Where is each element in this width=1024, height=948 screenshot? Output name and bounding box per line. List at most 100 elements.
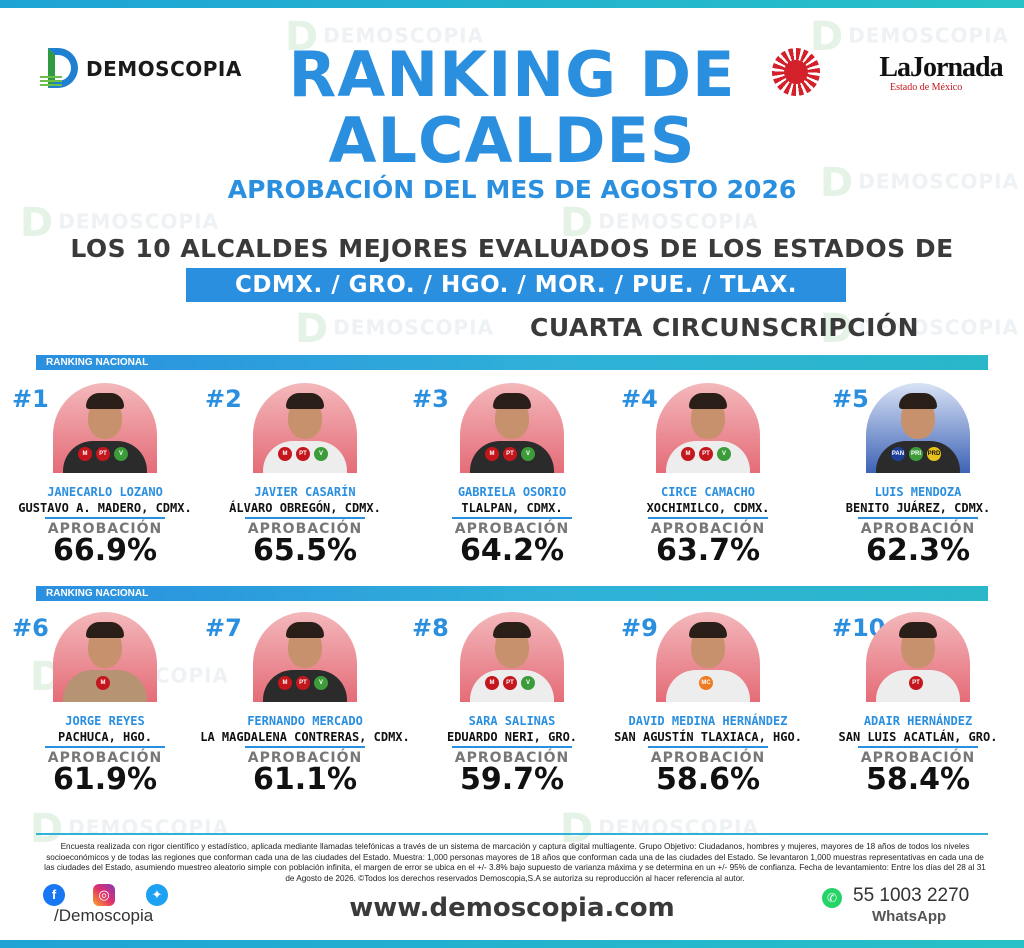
approval-value: 64.2%	[459, 533, 565, 568]
rank-label: #9	[621, 614, 658, 642]
mayor-municipality: GUSTAVO A. MADERO, CDMX.	[18, 501, 192, 515]
party-badge-icon: M	[681, 447, 695, 461]
party-badge-icon: MC	[699, 676, 713, 690]
social-handle: /Demoscopia	[54, 906, 154, 925]
mayor-municipality: LA MAGDALENA CONTRERAS, CDMX.	[200, 730, 410, 744]
twitter-icon[interactable]: ✦	[146, 884, 168, 906]
party-badge-icon: PT	[909, 676, 923, 690]
facebook-icon[interactable]: f	[43, 884, 65, 906]
phone-number[interactable]: 55 1003 2270	[853, 885, 970, 906]
mayor-municipality: ÁLVARO OBREGÓN, CDMX.	[229, 501, 381, 515]
party-badge-icon: M	[485, 676, 499, 690]
instagram-icon[interactable]: ◎	[93, 884, 115, 906]
approval-value: 65.5%	[252, 533, 358, 568]
party-badge-icon: V	[521, 447, 535, 461]
mayor-photo: PT	[866, 612, 970, 702]
approval-label: APROBACIÓN	[860, 750, 976, 766]
party-badge-icon: M	[96, 676, 110, 690]
mayor-municipality: PACHUCA, HGO.	[58, 730, 152, 744]
mayor-hair	[689, 393, 727, 409]
approval-label: APROBACIÓN	[860, 521, 976, 537]
mayor-name: LUIS MENDOZA	[874, 485, 962, 499]
approval-value: 59.7%	[459, 762, 565, 797]
party-badge-icon: PT	[503, 676, 517, 690]
approval-label: APROBACIÓN	[454, 521, 570, 537]
demoscopia-logo-mark	[40, 48, 86, 90]
party-badge-icon: V	[314, 676, 328, 690]
party-badge-icon: V	[717, 447, 731, 461]
mayor-photo: M PT V	[53, 383, 157, 473]
approval-label: APROBACIÓN	[247, 521, 363, 537]
circunscripcion-label: CUARTA CIRCUNSCRIPCIÓN	[530, 313, 920, 342]
party-badge-icon: PT	[296, 447, 310, 461]
mayor-photo: M PT V	[656, 383, 760, 473]
mayor-name: GABRIELA OSORIO	[457, 485, 567, 499]
mayor-hair	[899, 393, 937, 409]
approval-label: APROBACIÓN	[47, 750, 163, 766]
footer-divider	[36, 833, 988, 835]
mayor-photo: PAN PRI PRD	[866, 383, 970, 473]
mayor-hair	[493, 393, 531, 409]
party-badge-icon: PT	[699, 447, 713, 461]
mayor-hair	[689, 622, 727, 638]
rank-label: #5	[832, 385, 869, 413]
ranking-bar: RANKING NACIONAL	[36, 355, 988, 370]
mayor-municipality: SAN AGUSTÍN TLAXIACA, HGO.	[614, 730, 802, 744]
demoscopia-logo: DEMOSCOPIA	[40, 48, 260, 90]
mayor-photo: M	[53, 612, 157, 702]
mayor-hair	[86, 393, 124, 409]
title-line-1: RANKING DE	[288, 38, 736, 111]
underline	[858, 517, 978, 519]
approval-value: 58.6%	[655, 762, 761, 797]
whatsapp-label: WhatsApp	[872, 908, 947, 925]
approval-label: APROBACIÓN	[247, 750, 363, 766]
mayor-hair	[86, 622, 124, 638]
whatsapp-icon[interactable]: ✆	[822, 888, 842, 908]
mayor-hair	[899, 622, 937, 638]
mayor-name: ADAIR HERNÁNDEZ	[863, 714, 973, 728]
party-badge-icon: M	[78, 447, 92, 461]
top-accent-bar	[0, 0, 1024, 8]
website-link[interactable]: www.demoscopia.com	[349, 893, 675, 923]
lajornada-logo-sub: Estado de México	[890, 82, 963, 93]
mayor-hair	[286, 622, 324, 638]
mayor-hair	[493, 622, 531, 638]
approval-value: 61.9%	[52, 762, 158, 797]
rank-label: #3	[412, 385, 449, 413]
mayor-hair	[286, 393, 324, 409]
rank-label: #1	[12, 385, 49, 413]
states-banner: CDMX. / GRO. / HGO. / MOR. / PUE. / TLAX…	[186, 268, 846, 302]
headline: LOS 10 ALCALDES MEJORES EVALUADOS DE LOS…	[70, 234, 954, 263]
mayor-name: FERNANDO MERCADO	[247, 714, 363, 728]
underline	[648, 746, 768, 748]
underline	[452, 517, 572, 519]
approval-label: APROBACIÓN	[650, 521, 766, 537]
underline	[648, 517, 768, 519]
ranking-bar-label: RANKING NACIONAL	[46, 357, 149, 368]
underline	[245, 746, 365, 748]
lajornada-logo: LaJornada Estado de México	[772, 46, 1004, 98]
mayor-photo: M PT V	[253, 612, 357, 702]
party-badge-icon: PT	[96, 447, 110, 461]
mayor-name: JANECARLO LOZANO	[47, 485, 163, 499]
rank-label: #7	[205, 614, 242, 642]
mayor-municipality: EDUARDO NERI, GRO.	[446, 730, 578, 744]
approval-value: 66.9%	[52, 533, 158, 568]
mayor-photo: M PT V	[460, 383, 564, 473]
bottom-accent-bar	[0, 940, 1024, 948]
ranking-bar: RANKING NACIONAL	[36, 586, 988, 601]
mayor-municipality: XOCHIMILCO, CDMX.	[646, 501, 770, 515]
approval-value: 62.3%	[865, 533, 971, 568]
underline	[45, 746, 165, 748]
title-line-2: ALCALDES	[328, 104, 696, 177]
mayor-municipality: TLALPAN, CDMX.	[461, 501, 563, 515]
party-badge-icon: M	[278, 447, 292, 461]
subtitle: APROBACIÓN DEL MES DE AGOSTO 2026	[227, 175, 797, 204]
